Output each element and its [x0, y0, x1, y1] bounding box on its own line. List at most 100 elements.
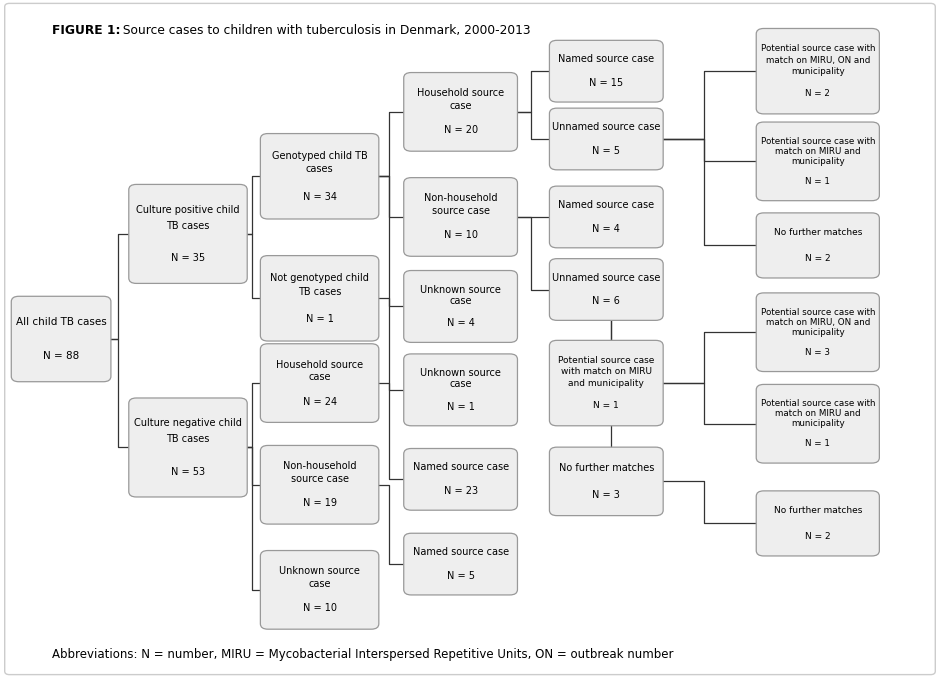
- FancyBboxPatch shape: [129, 398, 247, 497]
- Text: Unknown source: Unknown source: [420, 368, 501, 378]
- FancyBboxPatch shape: [756, 122, 880, 201]
- Text: Named source case: Named source case: [558, 54, 654, 64]
- Text: source case: source case: [290, 474, 349, 483]
- Text: Culture negative child: Culture negative child: [134, 418, 242, 428]
- Text: No further matches: No further matches: [774, 228, 862, 237]
- Text: N = 35: N = 35: [171, 253, 205, 263]
- Text: Potential source case with: Potential source case with: [760, 45, 875, 54]
- Text: match on MIRU, ON and: match on MIRU, ON and: [765, 317, 870, 327]
- FancyBboxPatch shape: [756, 28, 880, 114]
- Text: N = 15: N = 15: [589, 78, 623, 88]
- FancyBboxPatch shape: [550, 108, 664, 170]
- Text: Potential source case: Potential source case: [558, 357, 654, 365]
- Text: Source cases to children with tuberculosis in Denmark, 2000-2013: Source cases to children with tuberculos…: [119, 24, 531, 37]
- Text: N = 5: N = 5: [592, 146, 620, 156]
- FancyBboxPatch shape: [129, 184, 247, 283]
- FancyBboxPatch shape: [260, 344, 379, 422]
- Text: N = 34: N = 34: [303, 192, 337, 201]
- Text: N = 1: N = 1: [806, 439, 830, 448]
- Text: N = 2: N = 2: [805, 532, 831, 540]
- Text: Unnamed source case: Unnamed source case: [552, 273, 661, 283]
- Text: and municipality: and municipality: [569, 378, 644, 388]
- Text: No further matches: No further matches: [774, 506, 862, 515]
- Text: cases: cases: [306, 165, 334, 174]
- Text: N = 1: N = 1: [806, 177, 830, 186]
- Text: municipality: municipality: [791, 157, 845, 166]
- Text: N = 3: N = 3: [592, 490, 620, 500]
- Text: Not genotyped child: Not genotyped child: [270, 273, 369, 283]
- Text: Household source: Household source: [417, 88, 504, 98]
- Text: N = 53: N = 53: [171, 466, 205, 477]
- FancyBboxPatch shape: [550, 340, 664, 426]
- Text: N = 1: N = 1: [306, 314, 334, 323]
- Text: with match on MIRU: with match on MIRU: [561, 367, 651, 376]
- FancyBboxPatch shape: [404, 73, 517, 151]
- Text: N = 3: N = 3: [806, 348, 830, 357]
- FancyBboxPatch shape: [550, 41, 664, 102]
- FancyBboxPatch shape: [404, 449, 517, 510]
- FancyBboxPatch shape: [756, 213, 880, 278]
- FancyBboxPatch shape: [260, 256, 379, 341]
- Text: case: case: [449, 379, 472, 389]
- Text: Unknown source: Unknown source: [279, 566, 360, 576]
- FancyBboxPatch shape: [404, 354, 517, 426]
- Text: match on MIRU and: match on MIRU and: [775, 409, 861, 418]
- Text: Potential source case with: Potential source case with: [760, 399, 875, 408]
- FancyBboxPatch shape: [11, 296, 111, 382]
- Text: No further matches: No further matches: [558, 463, 654, 473]
- Text: N = 2: N = 2: [805, 254, 831, 262]
- Text: Named source case: Named source case: [558, 200, 654, 210]
- Text: Potential source case with: Potential source case with: [760, 137, 875, 146]
- Text: N = 19: N = 19: [303, 498, 337, 508]
- Text: Unnamed source case: Unnamed source case: [552, 122, 661, 132]
- Text: TB cases: TB cases: [166, 435, 210, 445]
- Text: Non-household: Non-household: [424, 193, 497, 203]
- Text: FIGURE 1:: FIGURE 1:: [52, 24, 120, 37]
- Text: TB cases: TB cases: [166, 221, 210, 231]
- Text: N = 1: N = 1: [593, 401, 619, 410]
- Text: N = 20: N = 20: [444, 125, 478, 136]
- Text: case: case: [449, 296, 472, 306]
- Text: Unknown source: Unknown source: [420, 285, 501, 295]
- Text: N = 10: N = 10: [303, 603, 337, 614]
- Text: Abbreviations: N = number, MIRU = Mycobacterial Interspersed Repetitive Units, O: Abbreviations: N = number, MIRU = Mycoba…: [52, 648, 673, 661]
- Text: Named source case: Named source case: [413, 462, 509, 473]
- FancyBboxPatch shape: [404, 271, 517, 342]
- Text: All child TB cases: All child TB cases: [16, 317, 106, 327]
- Text: case: case: [308, 579, 331, 589]
- Text: case: case: [308, 372, 331, 382]
- Text: match on MIRU and: match on MIRU and: [775, 146, 861, 156]
- Text: match on MIRU, ON and: match on MIRU, ON and: [765, 56, 870, 64]
- Text: N = 88: N = 88: [43, 351, 79, 361]
- Text: N = 4: N = 4: [446, 318, 475, 328]
- Text: N = 6: N = 6: [592, 296, 620, 306]
- FancyBboxPatch shape: [260, 445, 379, 524]
- FancyBboxPatch shape: [260, 551, 379, 629]
- FancyBboxPatch shape: [550, 447, 664, 516]
- FancyBboxPatch shape: [550, 259, 664, 321]
- Text: Genotyped child TB: Genotyped child TB: [272, 151, 368, 161]
- FancyBboxPatch shape: [550, 186, 664, 247]
- Text: Culture positive child: Culture positive child: [136, 205, 240, 215]
- Text: N = 2: N = 2: [806, 89, 830, 98]
- Text: case: case: [449, 101, 472, 111]
- FancyBboxPatch shape: [260, 134, 379, 219]
- FancyBboxPatch shape: [756, 491, 880, 556]
- Text: Potential source case with: Potential source case with: [760, 308, 875, 317]
- Text: N = 1: N = 1: [446, 401, 475, 412]
- Text: N = 5: N = 5: [446, 571, 475, 581]
- Text: N = 10: N = 10: [444, 231, 478, 241]
- FancyBboxPatch shape: [404, 533, 517, 595]
- Text: N = 24: N = 24: [303, 397, 337, 407]
- Text: municipality: municipality: [791, 66, 845, 76]
- Text: municipality: municipality: [791, 419, 845, 428]
- Text: N = 4: N = 4: [592, 224, 620, 234]
- Text: Non-household: Non-household: [283, 461, 356, 471]
- Text: municipality: municipality: [791, 327, 845, 337]
- Text: Named source case: Named source case: [413, 547, 509, 557]
- Text: Household source: Household source: [276, 359, 363, 370]
- FancyBboxPatch shape: [756, 293, 880, 372]
- Text: source case: source case: [431, 206, 490, 216]
- FancyBboxPatch shape: [404, 178, 517, 256]
- Text: TB cases: TB cases: [298, 287, 341, 296]
